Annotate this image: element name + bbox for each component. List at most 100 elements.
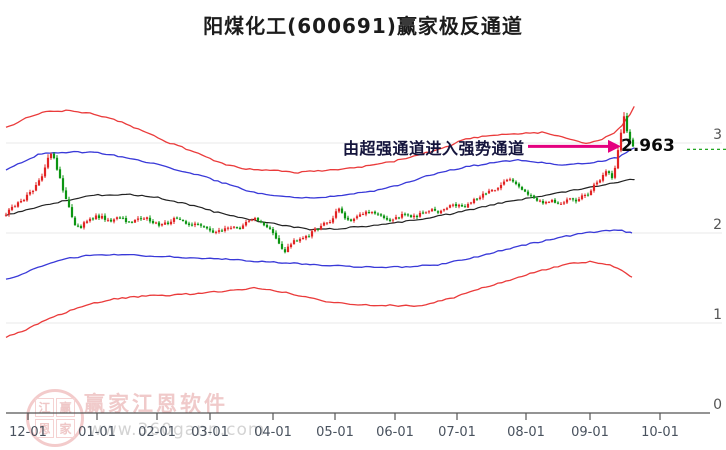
candle-body: [190, 224, 194, 226]
candle-body: [448, 205, 452, 208]
candle-body: [328, 222, 332, 223]
candle-body: [52, 153, 56, 159]
candle-body: [289, 244, 293, 247]
candle-body: [496, 188, 500, 190]
candle-body: [373, 211, 377, 214]
candle-body: [472, 199, 476, 203]
candle-body: [280, 243, 284, 249]
candle-body: [169, 221, 173, 225]
x-axis-label: 07-01: [438, 425, 476, 440]
candle-body: [364, 211, 368, 215]
annotation-text: 由超强通道进入强势通道: [343, 139, 525, 159]
candle-body: [91, 218, 95, 220]
y-axis-label: 2: [713, 217, 722, 233]
candle-body: [508, 179, 512, 181]
candle-body: [100, 216, 104, 219]
candle-body: [409, 215, 413, 218]
candle-body: [370, 212, 374, 214]
candle-body: [379, 214, 383, 216]
candle-body: [175, 217, 179, 219]
candle-body: [166, 222, 170, 224]
candle-body: [334, 211, 338, 218]
candle-body: [499, 185, 503, 189]
candle-body: [538, 200, 542, 202]
candle-body: [178, 218, 182, 220]
candle-body: [25, 194, 29, 201]
candle-body: [262, 222, 266, 226]
candle-body: [283, 249, 287, 253]
candle-body: [565, 199, 569, 203]
candle-body: [247, 220, 251, 222]
candle-body: [85, 221, 89, 223]
candle-body: [352, 218, 356, 221]
candle-body: [616, 150, 620, 169]
candle-body: [385, 217, 389, 220]
price-label: 2.963: [621, 136, 675, 157]
candle-body: [142, 218, 146, 220]
candle-body: [553, 199, 557, 203]
watermark-seal-char: 家: [56, 419, 75, 438]
x-axis-label: 02-01: [138, 425, 176, 440]
candle-body: [586, 194, 590, 196]
candle-body: [421, 212, 425, 214]
candle-body: [322, 222, 326, 226]
x-axis-label: 06-01: [376, 425, 414, 440]
candle-body: [631, 139, 635, 147]
lower-blue-band-line: [5, 229, 633, 280]
candle-body: [181, 220, 185, 221]
candle-body: [580, 195, 584, 200]
candle-body: [58, 169, 62, 179]
candle-body: [397, 217, 401, 219]
candle-body: [19, 201, 23, 203]
candle-body: [619, 132, 623, 151]
candlesticks: [4, 112, 635, 254]
candle-body: [571, 198, 575, 200]
candle-body: [628, 131, 632, 140]
candle-body: [157, 222, 161, 226]
candle-body: [118, 217, 122, 219]
candle-body: [403, 213, 407, 215]
candle-body: [406, 214, 410, 216]
candle-body: [577, 199, 581, 202]
candle-body: [307, 236, 311, 238]
candle-body: [526, 191, 530, 195]
candle-body: [202, 226, 206, 228]
candle-body: [31, 191, 35, 193]
candle-body: [355, 216, 359, 219]
candle-body: [391, 219, 395, 221]
candle-body: [229, 227, 233, 229]
candle-body: [184, 221, 188, 224]
candle-body: [217, 230, 221, 232]
candle-body: [319, 225, 323, 230]
candle-body: [469, 202, 473, 204]
x-axis-label: 12-01: [9, 425, 47, 440]
candle-body: [121, 217, 125, 219]
candle-body: [37, 180, 41, 186]
candle-body: [529, 195, 533, 197]
candle-body: [103, 215, 107, 220]
candle-body: [562, 202, 566, 204]
candle-body: [154, 222, 158, 224]
candle-body: [76, 225, 80, 227]
candle-body: [511, 179, 515, 182]
candle-body: [13, 206, 17, 208]
candle-body: [40, 176, 44, 181]
candle-body: [199, 224, 203, 226]
x-axis-label: 09-01: [571, 425, 609, 440]
candle-body: [454, 204, 458, 207]
candle-body: [295, 240, 299, 242]
chart-title: 阳煤化工(600691)赢家极反通道: [203, 14, 523, 38]
candle-body: [388, 219, 392, 222]
candle-body: [256, 218, 260, 221]
candle-body: [487, 190, 491, 194]
candle-body: [61, 178, 65, 191]
candle-body: [271, 229, 275, 234]
candle-body: [532, 195, 536, 199]
candle-body: [415, 215, 419, 218]
candle-body: [34, 185, 38, 191]
candle-body: [481, 193, 485, 198]
candle-body: [394, 217, 398, 220]
x-axis-label: 08-01: [507, 425, 545, 440]
candle-body: [517, 183, 521, 187]
candle-body: [259, 221, 263, 223]
